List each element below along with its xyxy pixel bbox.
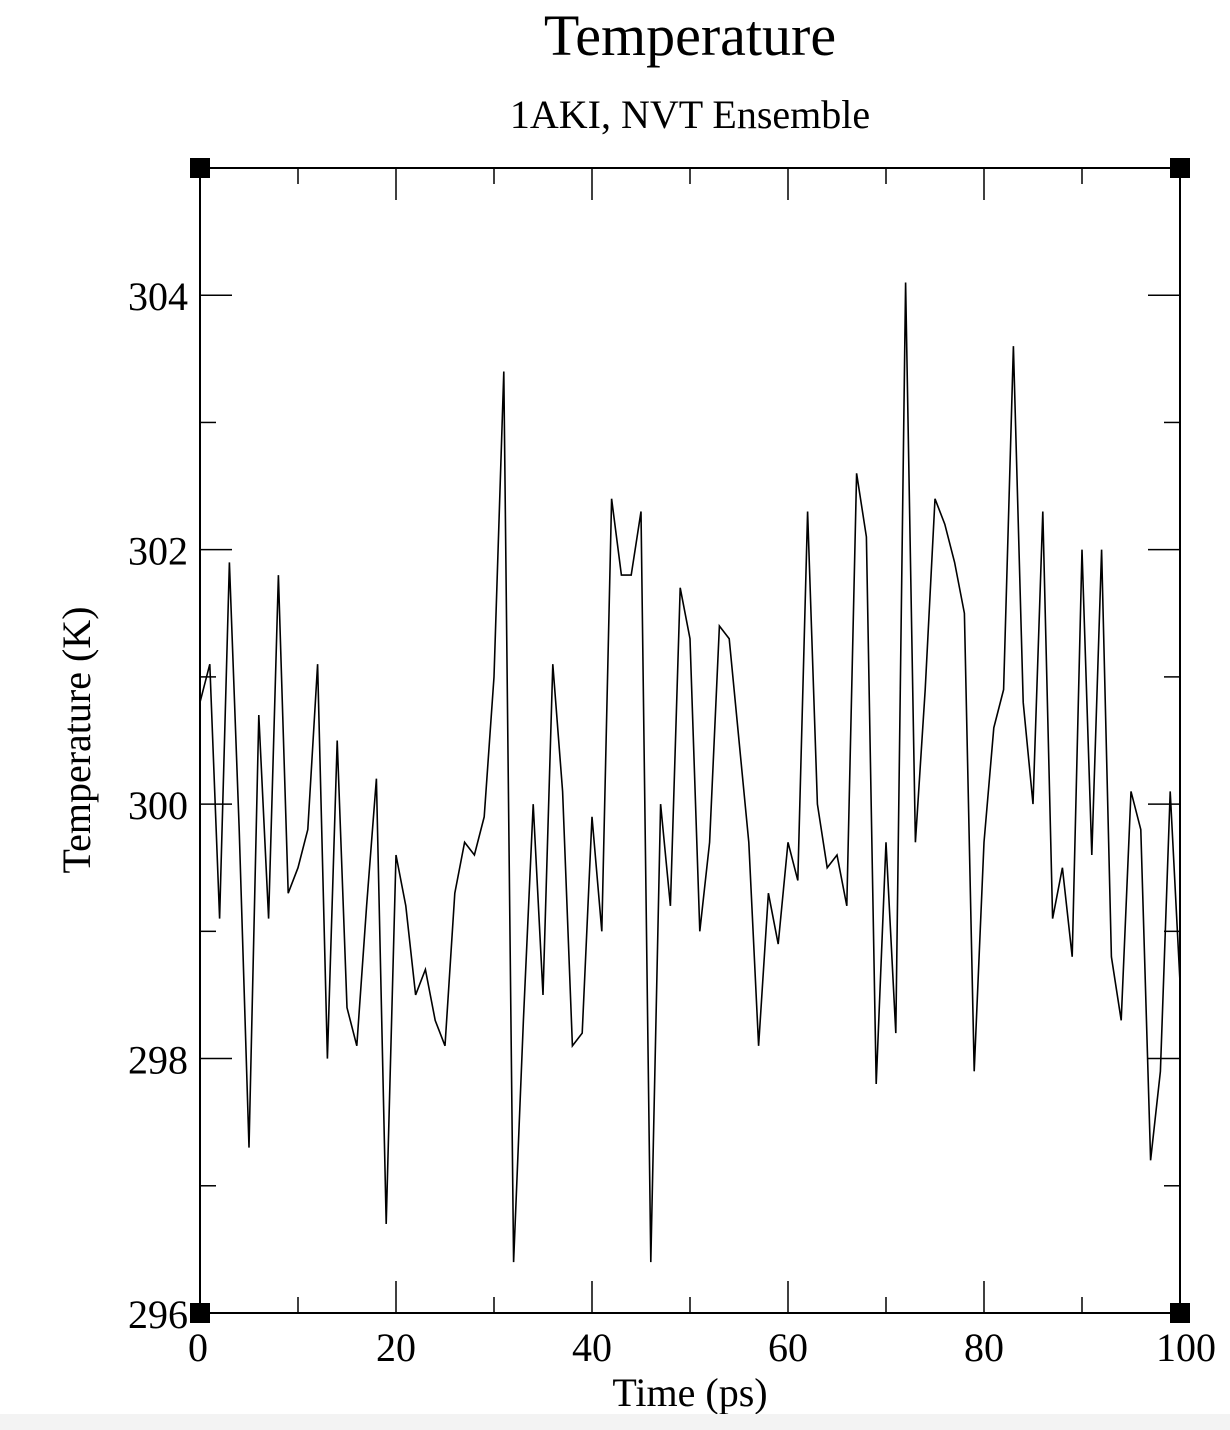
x-tick-label: 20 [376,1325,416,1370]
x-tick-label: 100 [1156,1325,1216,1370]
frame-corner-handle [1170,1303,1190,1323]
frame-corner-handle [1170,158,1190,178]
frame-corner-handle [190,158,210,178]
y-tick-label: 304 [128,274,188,319]
frame-corner-handles [190,158,1190,1323]
frame-corner-handle [190,1303,210,1323]
temperature-series-line [199,282,1181,1263]
x-tick-label: 80 [964,1325,1004,1370]
x-axis-label: Time (ps) [612,1370,767,1415]
series-layer [199,282,1181,1263]
x-tick-label: 60 [768,1325,808,1370]
x-tick-label: 0 [188,1325,208,1370]
y-axis-label: Temperature (K) [54,606,99,873]
chart-subtitle: 1AKI, NVT Ensemble [510,92,870,137]
chart-title: Temperature [544,3,836,68]
y-tick-label: 298 [128,1038,188,1083]
plot-frame [199,167,1181,1314]
x-tick-label: 40 [572,1325,612,1370]
window-bottom-edge [0,1414,1230,1430]
ticks-layer: 296 298 300 302 304 0 20 40 60 80 100 [128,167,1216,1370]
y-tick-label: 296 [128,1292,188,1337]
y-tick-label: 300 [128,783,188,828]
y-tick-label: 302 [128,529,188,574]
